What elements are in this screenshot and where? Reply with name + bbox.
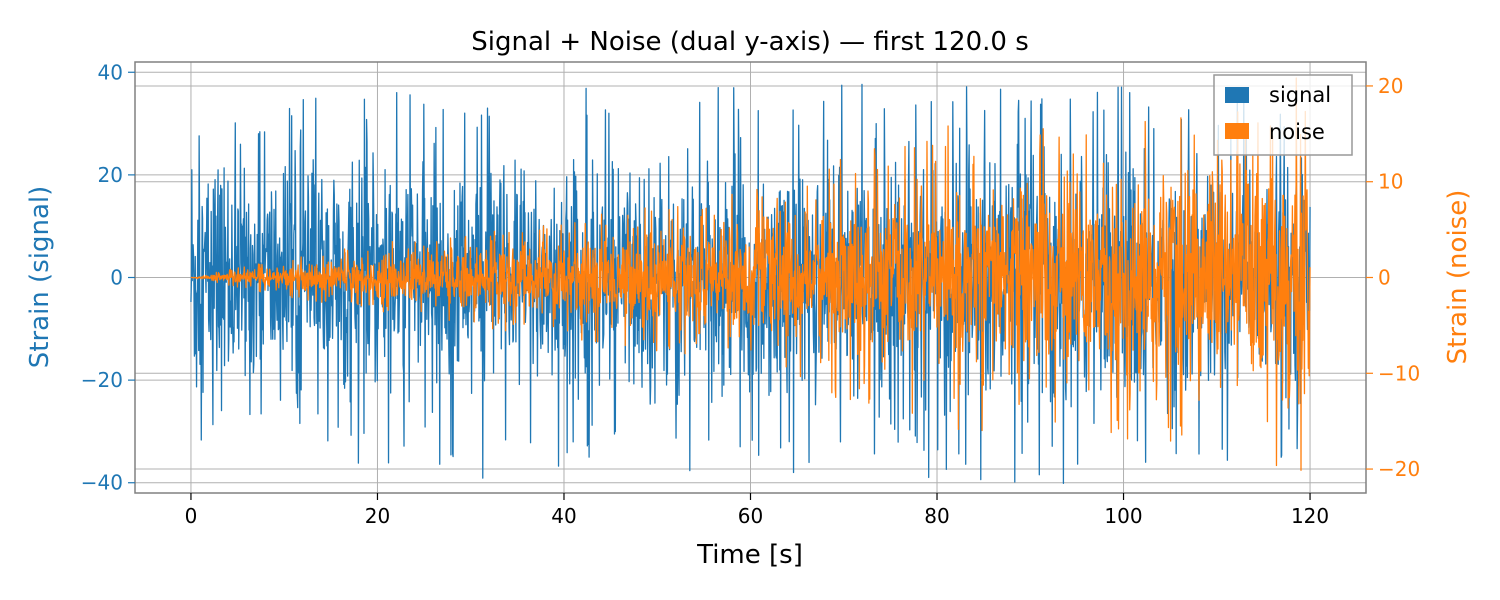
right-y-tick-label: 0	[1378, 266, 1391, 290]
series-noise-line	[190, 77, 1311, 471]
legend-swatch-noise	[1225, 123, 1249, 139]
right-y-axis-label: Strain (noise)	[1443, 190, 1473, 365]
left-y-axis-label: Strain (signal)	[25, 186, 55, 368]
x-axis-label: Time [s]	[696, 540, 803, 570]
right-y-tick-label: 10	[1378, 170, 1403, 194]
legend: signal noise	[1213, 74, 1353, 156]
series-noise-path	[190, 77, 1311, 471]
x-tick-label: 0	[185, 504, 198, 528]
x-tick-label: 120	[1291, 504, 1329, 528]
right-y-axis-ticks: −20 −10 0 10 20	[1366, 74, 1420, 481]
x-axis-ticks: 0 20 40 60 80 100 120	[185, 493, 1329, 528]
left-y-tick-label: −40	[81, 471, 123, 495]
left-y-axis-ticks: −40 −20 0 20 40	[81, 60, 135, 495]
left-y-tick-label: 20	[98, 163, 123, 187]
left-y-tick-label: −20	[81, 368, 123, 392]
right-y-tick-label: 20	[1378, 74, 1403, 98]
right-y-tick-label: −20	[1378, 457, 1420, 481]
left-y-tick-label: 0	[110, 266, 123, 290]
left-y-tick-label: 40	[98, 60, 123, 84]
x-tick-label: 40	[551, 504, 576, 528]
x-tick-label: 100	[1104, 504, 1142, 528]
legend-label-noise: noise	[1269, 120, 1325, 144]
x-tick-label: 20	[365, 504, 390, 528]
x-tick-label: 80	[924, 504, 949, 528]
right-y-tick-label: −10	[1378, 361, 1420, 385]
legend-label-signal: signal	[1269, 83, 1331, 107]
x-tick-label: 60	[738, 504, 763, 528]
chart-title: Signal + Noise (dual y-axis) — first 120…	[471, 27, 1029, 57]
legend-swatch-signal	[1225, 87, 1249, 103]
